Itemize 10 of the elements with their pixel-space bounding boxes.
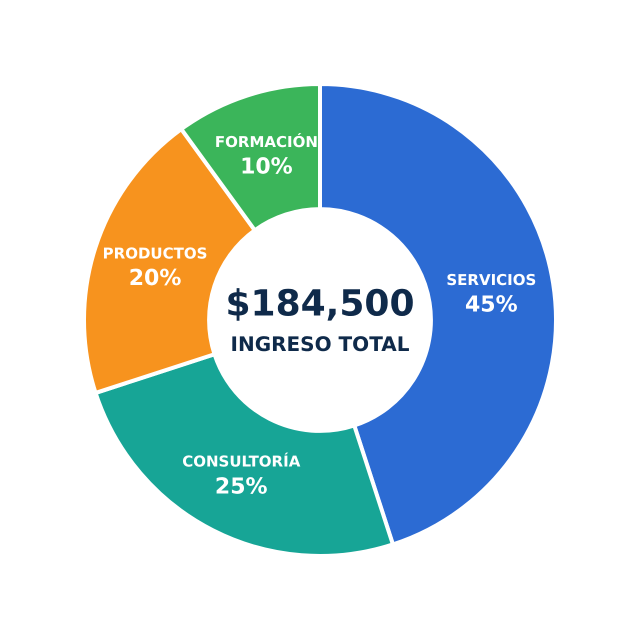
data-label: 25% — [214, 474, 268, 500]
data-label: 20% — [128, 266, 182, 292]
slice-label: FORMACIÓN — [214, 132, 318, 151]
slice-label: CONSULTORÍA — [182, 452, 301, 470]
data-label: 10% — [240, 154, 293, 180]
text: INGRESO TOTAL — [230, 332, 410, 356]
slice-label: SERVICIOS — [446, 270, 536, 289]
data-label: 45% — [464, 292, 518, 318]
slice-label: PRODUCTOS — [102, 244, 208, 262]
text: $184,500 — [225, 283, 415, 324]
